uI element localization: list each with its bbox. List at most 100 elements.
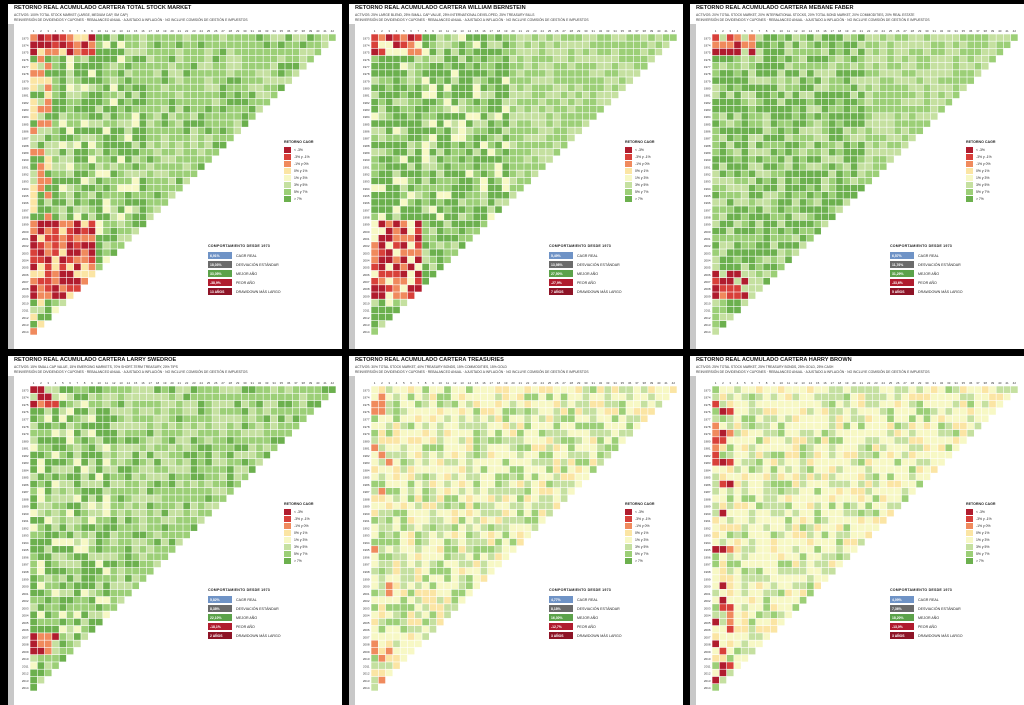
heatmap-cell [125, 62, 132, 70]
heatmap-cell [66, 509, 74, 517]
heatmap-cell [212, 444, 220, 452]
heatmap-cell [168, 41, 176, 49]
heatmap-cell [495, 206, 502, 213]
heatmap-cell [415, 91, 422, 99]
heatmap-cell [285, 386, 292, 393]
heatmap-cell [770, 105, 778, 113]
heatmap-cell [575, 41, 582, 49]
heatmap-cell [719, 249, 727, 256]
heatmap-cell [422, 55, 429, 63]
year-tick-label: 2012 [22, 316, 29, 320]
year-tick-label: 1979 [363, 432, 370, 436]
heatmap-cell [517, 127, 524, 135]
heatmap-cell [74, 62, 81, 70]
heatmap-cell [44, 242, 52, 249]
heatmap-cell [176, 184, 183, 192]
heatmap-cell [52, 437, 59, 444]
heatmap-cell [568, 127, 575, 135]
heatmap-cell [385, 113, 393, 120]
heatmap-cell [219, 422, 227, 430]
heatmap-cell [444, 62, 451, 70]
heatmap-cell [495, 531, 502, 539]
heatmap-cell [117, 206, 125, 213]
heatmap-cell [777, 70, 785, 77]
heatmap-cell [299, 55, 307, 63]
heatmap-cell [429, 220, 437, 228]
heatmap-cell [734, 277, 741, 285]
heatmap-cell [197, 408, 205, 415]
horizon-tick-label: 9 [773, 29, 775, 33]
heatmap-cell [712, 48, 719, 56]
heatmap-cell [429, 98, 437, 106]
year-tick-label: 2006 [22, 628, 29, 632]
heatmap-cell [538, 41, 546, 49]
heatmap-cell [307, 34, 314, 41]
heatmap-cell [161, 148, 169, 156]
heatmap-cell [865, 177, 872, 185]
legend-item: 0% y 1% [966, 167, 995, 174]
heatmap-cell [887, 134, 894, 142]
heatmap-cell [176, 466, 183, 473]
year-tick-label: 1987 [363, 137, 370, 141]
heatmap-cell [872, 156, 880, 163]
heatmap-cell [495, 98, 502, 106]
heatmap-cell [132, 84, 139, 92]
heatmap-cell [205, 70, 212, 77]
heatmap-cell [37, 444, 45, 452]
heatmap-cell [916, 127, 923, 135]
heatmap-cell [205, 84, 212, 92]
heatmap-cell [154, 546, 161, 553]
heatmap-cell [66, 546, 74, 553]
heatmap-cell [422, 170, 429, 178]
heatmap-cell [88, 62, 96, 70]
heatmap-cell [726, 120, 734, 127]
heatmap-cell [981, 41, 989, 49]
heatmap-cell [371, 422, 378, 430]
heatmap-cell [748, 127, 756, 135]
horizon-tick-label: 8 [84, 29, 86, 33]
heatmap-cell [117, 70, 125, 77]
heatmap-cell [59, 220, 67, 228]
horizon-tick-label: 2 [722, 29, 724, 33]
summary-row-worst: -33,6% PEOR AÑO [890, 278, 963, 287]
heatmap-cell [473, 163, 480, 170]
heatmap-cell [299, 34, 307, 41]
heatmap-cell [444, 480, 451, 488]
heatmap-cell [248, 437, 256, 444]
heatmap-cell [429, 105, 437, 113]
heatmap-cell [828, 77, 836, 84]
heatmap-cell [30, 422, 37, 430]
heatmap-cell [190, 437, 198, 444]
heatmap-cell [458, 41, 466, 49]
heatmap-cell [495, 113, 502, 120]
heatmap-cell [95, 458, 103, 466]
heatmap-cell [132, 227, 139, 235]
horizon-tick-label: 24 [541, 29, 545, 33]
heatmap-cell [444, 156, 451, 163]
heatmap-cell [227, 34, 234, 41]
heatmap-cell [168, 34, 176, 41]
year-tick-label: 1974 [704, 44, 711, 48]
heatmap-cell [168, 84, 176, 92]
heatmap-cell [458, 170, 466, 178]
heatmap-cell [502, 480, 510, 488]
year-tick-label: 1991 [22, 519, 29, 523]
heatmap-cell [945, 70, 953, 77]
heatmap-cell [553, 495, 561, 502]
heatmap-cell [110, 422, 118, 430]
heatmap-cell [473, 480, 480, 488]
heatmap-cell [307, 48, 314, 56]
heatmap-cell [190, 393, 198, 401]
heatmap-cell [139, 546, 147, 553]
heatmap-cell [509, 120, 517, 127]
heatmap-cell [125, 386, 132, 393]
heatmap-cell [734, 91, 741, 99]
heatmap-cell [168, 487, 176, 495]
heatmap-cell [575, 55, 582, 63]
heatmap-cell [974, 34, 982, 41]
heatmap-cell [575, 84, 582, 92]
heatmap-cell [807, 177, 814, 185]
heatmap-cell [378, 313, 386, 321]
heatmap-cell [154, 517, 161, 524]
horizon-tick-label: 26 [214, 29, 218, 33]
